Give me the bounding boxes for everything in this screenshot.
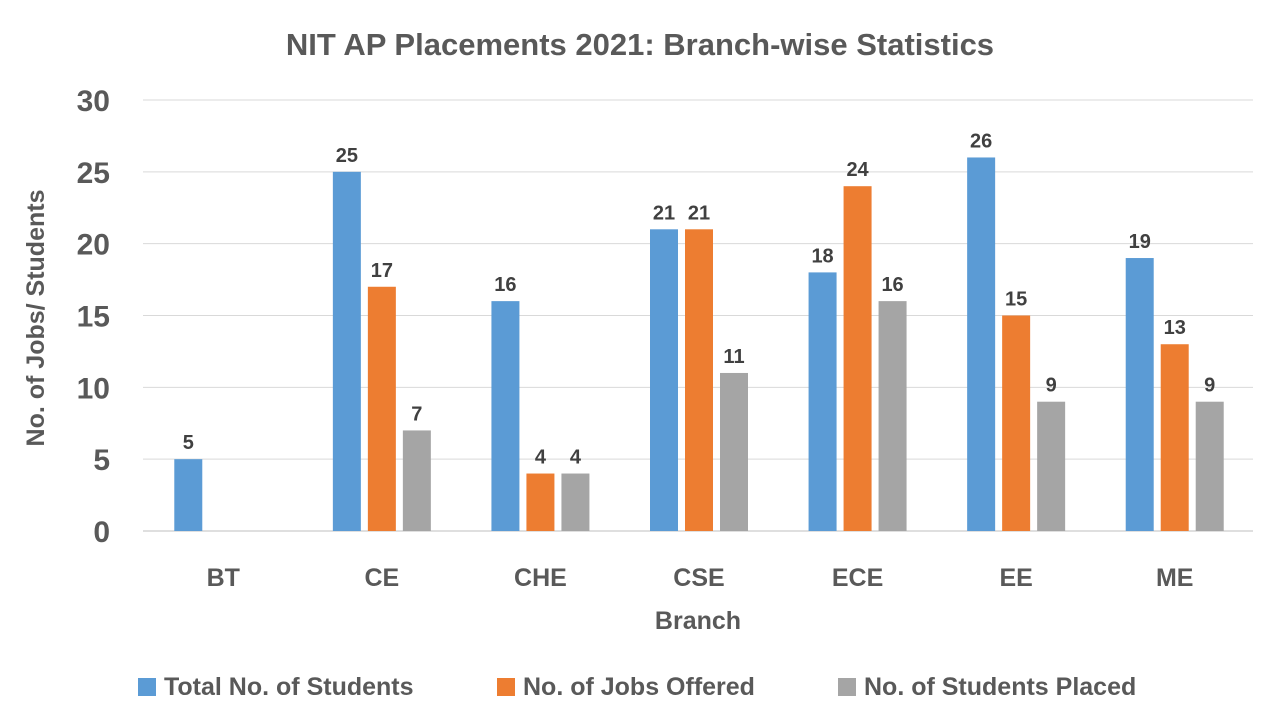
data-label: 19 [1129, 231, 1151, 253]
legend-label: No. of Students Placed [864, 673, 1136, 701]
bar [561, 473, 590, 531]
y-tick-label: 5 [93, 444, 110, 477]
data-label: 7 [411, 403, 422, 425]
x-tick-label: BT [207, 564, 240, 592]
y-tick-label: 0 [93, 516, 110, 549]
bar [332, 171, 361, 532]
y-tick-label: 20 [77, 229, 110, 262]
data-label: 21 [653, 202, 675, 224]
legend-swatch [838, 678, 856, 696]
data-label: 17 [371, 260, 393, 282]
bar [1195, 401, 1224, 531]
bar [808, 272, 837, 531]
data-label: 18 [811, 245, 833, 267]
data-label: 21 [688, 202, 710, 224]
x-tick-label: ECE [832, 564, 883, 592]
bar [650, 229, 678, 532]
data-label: 5 [183, 432, 194, 454]
legend-label: No. of Jobs Offered [523, 673, 755, 701]
bar [843, 186, 872, 531]
data-label: 26 [970, 130, 992, 152]
bar [685, 229, 713, 532]
bar [526, 473, 555, 531]
legend-label: Total No. of Students [164, 673, 414, 701]
data-label: 16 [881, 274, 903, 296]
y-axis-label: No. of Jobs/ Students [22, 190, 50, 447]
data-label: 9 [1204, 375, 1215, 397]
data-label: 15 [1005, 289, 1027, 311]
legend-swatch [138, 678, 156, 696]
data-label: 4 [535, 447, 547, 469]
x-tick-label: CSE [673, 564, 724, 592]
bar [720, 372, 748, 531]
chart-title: NIT AP Placements 2021: Branch-wise Stat… [286, 27, 994, 62]
bar [878, 301, 907, 531]
legend-swatch [497, 678, 515, 696]
data-label: 25 [336, 145, 358, 167]
bar [174, 459, 203, 531]
data-label: 13 [1164, 317, 1186, 339]
bar [1125, 258, 1154, 531]
y-tick-label: 25 [77, 157, 110, 190]
data-label: 4 [570, 447, 582, 469]
bar [1037, 401, 1066, 531]
bar [1160, 344, 1189, 531]
x-tick-label: CE [364, 564, 399, 592]
bar [491, 301, 520, 531]
data-label: 9 [1046, 375, 1057, 397]
x-tick-label: ME [1156, 564, 1194, 592]
x-tick-label: CHE [514, 564, 567, 592]
data-label: 24 [846, 159, 869, 181]
y-tick-label: 10 [77, 372, 110, 405]
bar [367, 286, 396, 531]
y-tick-label: 15 [77, 301, 110, 334]
y-tick-label: 30 [77, 85, 110, 118]
bar [967, 157, 996, 531]
bar [1002, 315, 1031, 531]
data-label: 11 [723, 346, 744, 368]
x-axis-label: Branch [655, 607, 741, 635]
x-tick-label: EE [999, 564, 1032, 592]
data-label: 16 [494, 274, 516, 296]
bar [402, 430, 431, 531]
